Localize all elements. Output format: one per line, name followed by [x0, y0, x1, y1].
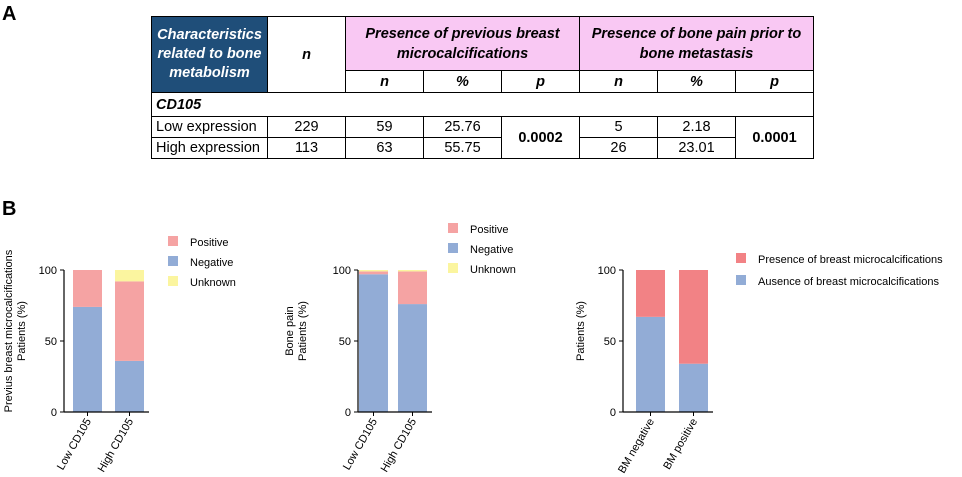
x-tick-label: Low CD105 — [341, 417, 380, 473]
bar-segment-presence-of-breast-microcalcifications — [636, 270, 665, 317]
legend-swatch-negative — [448, 243, 458, 253]
y-tick-label: 100 — [333, 265, 351, 277]
cell-g1-percent: 25.76 — [423, 116, 502, 138]
cell-g2-percent: 23.01 — [657, 137, 736, 159]
y-tick-label: 0 — [610, 407, 616, 419]
y-tick-label: 50 — [339, 336, 351, 348]
y-axis-label: Previus breast microcalcifications — [3, 249, 15, 412]
bar-segment-positive — [73, 270, 102, 307]
bar-segment-negative — [115, 360, 144, 412]
legend-label: Positive — [190, 237, 229, 249]
legend-label: Presence of breast microcalcifications — [758, 254, 943, 266]
y-axis-label: Patients (%) — [16, 301, 28, 361]
legend-label: Unknown — [190, 277, 236, 289]
bar-segment-ausence-of-breast-microcalcifications — [636, 316, 665, 412]
bar-segment-negative — [73, 306, 102, 412]
bar-segment-unknown — [359, 270, 388, 272]
bar-segment-presence-of-breast-microcalcifications — [679, 270, 708, 364]
y-tick-label: 50 — [45, 336, 57, 348]
cell-g1-percent: 55.75 — [423, 137, 502, 159]
x-tick-label: Low CD105 — [55, 417, 94, 473]
y-tick-label: 0 — [51, 407, 57, 419]
legend-swatch-unknown — [168, 276, 178, 286]
bar-segment-positive — [359, 271, 388, 275]
cell-g1-n: 59 — [345, 116, 424, 138]
cell-g1-n: 63 — [345, 137, 424, 159]
legend-label: Ausence of breast microcalcifications — [758, 276, 939, 288]
cd105-table: Characteristics related to bone metaboli… — [151, 16, 814, 159]
legend-label: Negative — [470, 244, 513, 256]
header-bone-pain: Presence of bone pain prior to bone meta… — [579, 16, 814, 71]
cell-n: 229 — [267, 116, 346, 138]
legend-swatch-negative — [168, 256, 178, 266]
y-axis-label: Bone pain — [284, 306, 296, 356]
bar-segment-ausence-of-breast-microcalcifications — [679, 363, 708, 412]
x-tick-label: High CD105 — [96, 417, 136, 475]
legend-swatch-unknown — [448, 263, 458, 273]
bar-segment-unknown — [115, 270, 144, 282]
subheader-percent: % — [657, 70, 736, 93]
y-axis-label: Patients (%) — [297, 301, 309, 361]
row-label: High expression — [151, 137, 268, 159]
p-value-bone-pain: 0.0001 — [735, 116, 814, 159]
panel-label-a: A — [2, 3, 17, 25]
header-breast-microcalcifications: Presence of previous breast microcalcifi… — [345, 16, 580, 71]
bar-segment-positive — [398, 271, 427, 305]
y-tick-label: 0 — [345, 407, 351, 419]
p-value-microcalcifications: 0.0002 — [501, 116, 580, 159]
legend-swatch-ausence-of-breast-microcalcifications — [736, 275, 746, 285]
bar-segment-negative — [398, 304, 427, 412]
legend-swatch-presence-of-breast-microcalcifications — [736, 253, 746, 263]
x-tick-label: BM negative — [616, 417, 657, 476]
legend-label: Unknown — [470, 264, 516, 276]
legend-label: Positive — [470, 224, 509, 236]
cell-g2-n: 26 — [579, 137, 658, 159]
y-tick-label: 100 — [598, 265, 616, 277]
section-cd105: CD105 — [151, 92, 814, 117]
legend-swatch-positive — [168, 236, 178, 246]
bar-segment-negative — [359, 274, 388, 412]
legend-swatch-positive — [448, 223, 458, 233]
panel-label-b: B — [2, 198, 17, 220]
y-axis-label: Patients (%) — [575, 301, 587, 361]
x-tick-label: BM positive — [661, 417, 700, 472]
y-tick-label: 100 — [39, 265, 57, 277]
bar-segment-unknown — [398, 270, 427, 272]
x-tick-label: High CD105 — [379, 417, 419, 475]
header-characteristics: Characteristics related to bone metaboli… — [151, 16, 268, 93]
bar-segment-positive — [115, 281, 144, 361]
y-tick-label: 50 — [604, 336, 616, 348]
legend-label: Negative — [190, 257, 233, 269]
cell-n: 113 — [267, 137, 346, 159]
